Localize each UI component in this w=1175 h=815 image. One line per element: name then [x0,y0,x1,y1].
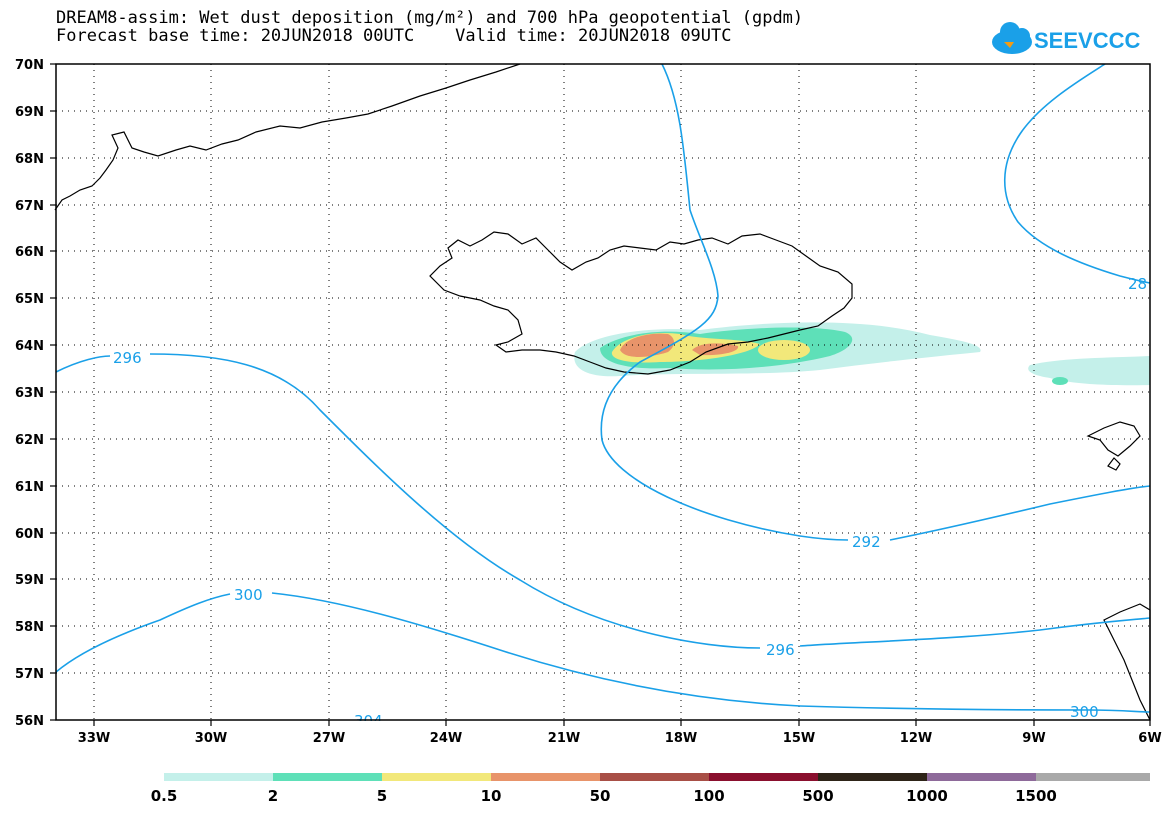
contour-296-west [55,353,1151,649]
contour-label-300: 300 [234,586,263,604]
dust-deposition-field [574,322,1150,386]
seevccc-logo: SEEVCCC [992,22,1140,54]
colorbar-swatch [1036,773,1150,781]
logo-text: SEEVCCC [1034,28,1140,53]
graticule [56,64,1150,720]
lat-label: 68N [15,152,44,167]
contour-labels: 296 300 292 296 300 304 28 [113,275,1147,730]
lon-label: 18W [665,731,697,746]
chart-title: DREAM8-assim: Wet dust deposition (mg/m²… [56,8,804,28]
colorbar-label: 0.5 [151,787,178,805]
lon-label: 12W [900,731,932,746]
lat-label: 57N [15,667,44,682]
contour-label-296: 296 [113,349,142,367]
contour-label-28: 28 [1128,275,1147,293]
lat-label: 60N [15,527,44,542]
contour-300-west [55,592,1151,713]
contour-292 [600,63,1151,541]
colorbar-swatch [927,773,1037,781]
lat-label: 66N [15,245,44,260]
contour-280 [1003,63,1151,284]
lat-label: 63N [15,386,44,401]
lon-label: 27W [313,731,345,746]
colorbar-swatch [273,773,383,781]
colorbar-swatch [818,773,928,781]
lat-label: 59N [15,573,44,588]
lon-label: 24W [430,731,462,746]
colorbar-label: 50 [590,787,611,805]
colorbar-swatch [164,773,274,781]
colorbar-label: 2 [268,787,278,805]
lon-label: 6W [1138,731,1161,746]
contour-label-300-south: 300 [1070,703,1099,721]
colorbar-swatch [491,773,601,781]
lon-label: 9W [1022,731,1045,746]
colorbar-swatch [709,773,819,781]
lat-label: 69N [15,105,44,120]
colorbar: 0.5 2 5 10 50 100 500 1000 1500 [151,773,1150,805]
geopotential-contours [55,63,1151,713]
lon-label: 33W [78,731,110,746]
contour-label-296-south: 296 [766,641,795,659]
lat-label: 56N [15,714,44,729]
lon-label: 15W [783,731,815,746]
lat-label: 70N [15,58,44,73]
colorbar-swatch [382,773,492,781]
lat-label: 62N [15,433,44,448]
lon-label: 30W [195,731,227,746]
lat-label: 67N [15,199,44,214]
lon-label: 21W [548,731,580,746]
longitude-labels: 33W 30W 27W 24W 21W 18W 15W 12W 9W 6W [78,731,1162,746]
colorbar-label: 1500 [1015,787,1057,805]
lat-label: 61N [15,480,44,495]
chart-subtitle: Forecast base time: 20JUN2018 00UTC Vali… [56,26,732,46]
colorbar-label: 5 [377,787,387,805]
colorbar-swatch [600,773,710,781]
cloud-icon [992,22,1032,54]
axis-ticks [50,63,1151,726]
lat-label: 65N [15,292,44,307]
lat-label: 58N [15,620,44,635]
colorbar-label: 500 [802,787,833,805]
colorbar-label: 100 [693,787,724,805]
colorbar-label: 1000 [906,787,948,805]
colorbar-label: 10 [481,787,502,805]
lat-label: 64N [15,339,44,354]
contour-label-292: 292 [852,533,881,551]
latitude-labels: 70N 69N 68N 67N 66N 65N 64N 63N 62N 61N … [15,58,44,729]
